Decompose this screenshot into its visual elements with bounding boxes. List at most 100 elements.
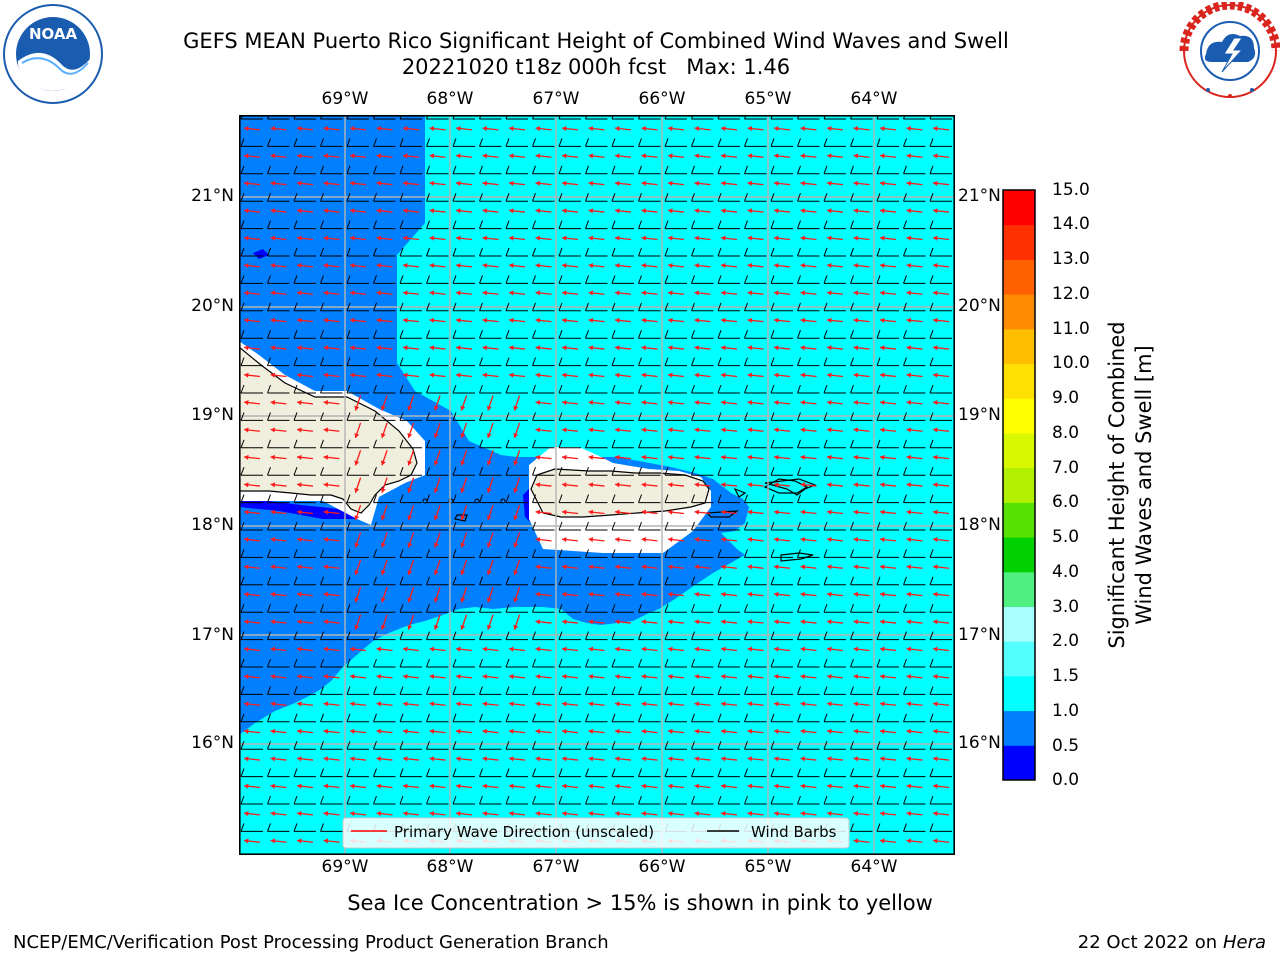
wave-arrow-head (933, 756, 938, 762)
wave-arrow-head (800, 400, 806, 406)
wave-arrow-head (403, 372, 408, 378)
wind-barb-flag (611, 193, 616, 202)
wave-arrow-head (460, 405, 466, 411)
wave-arrow-head (244, 783, 249, 789)
wave-arrow-head (482, 235, 488, 241)
wave-arrow-head (747, 728, 753, 734)
wave-arrow-head (721, 263, 726, 269)
wave-arrow-head (323, 756, 329, 762)
wind-barb-flag (664, 138, 669, 147)
wave-arrow-head (456, 756, 461, 762)
wave-arrow-head (668, 345, 673, 351)
wind-barb-flag (638, 713, 642, 722)
wind-barb-flag (770, 165, 775, 174)
wind-barb-flag (929, 220, 934, 229)
wave-arrow-head (933, 345, 938, 351)
wind-barb-flag (452, 412, 457, 421)
wind-barb-flag (611, 138, 616, 147)
wave-arrow-head (774, 591, 779, 597)
wave-arrow-head (270, 153, 276, 159)
wave-arrow-head (827, 619, 832, 625)
wind-barb-flag (452, 686, 457, 695)
wind-barb-flag (744, 247, 748, 257)
wave-arrow-head (244, 619, 249, 625)
wave-arrow-head (433, 597, 439, 603)
wave-arrow-head (694, 756, 700, 762)
wave-arrow-head (244, 564, 249, 570)
wave-arrow-head (774, 263, 779, 269)
wind-barb-flag (797, 741, 801, 750)
colorbar-tick: 7.0 (1052, 458, 1080, 478)
wind-barb-flag (293, 302, 298, 311)
wave-arrow-head (615, 454, 620, 460)
wave-arrow-head (747, 783, 753, 789)
wave-arrow-head (721, 811, 726, 817)
wave-arrow-head (880, 263, 885, 269)
wave-arrow-head (456, 811, 461, 817)
wave-arrow-head (588, 180, 594, 186)
wave-arrow-head (588, 701, 594, 707)
wind-barb-flag (240, 247, 245, 257)
wind-barb-flag (823, 467, 828, 476)
wind-barb-flag (691, 713, 695, 722)
wave-arrow-head (535, 427, 541, 433)
colorbar-tick: 4.0 (1052, 562, 1080, 582)
wave-arrow-head (668, 263, 673, 269)
colorbar-tick: 5.0 (1052, 527, 1080, 547)
wave-arrow-head (933, 290, 938, 296)
wind-barb-flag (293, 549, 298, 558)
wind-barb-flag (373, 741, 377, 750)
wind-barb-flag (664, 275, 669, 284)
wind-barb-flag (797, 713, 801, 722)
wind-barb-flag (717, 795, 722, 805)
wind-barb-flag (611, 658, 616, 668)
wind-barb-flag (770, 467, 775, 476)
wind-barb-flag (585, 713, 589, 722)
wave-arrow-head (721, 646, 726, 652)
wind-barb-flag (638, 494, 642, 503)
wave-arrow-head (933, 811, 938, 817)
wave-arrow-head (380, 624, 386, 630)
wave-arrow-head (588, 126, 594, 132)
wind-barb-flag (876, 713, 881, 722)
wind-barb-flag (293, 713, 298, 722)
wave-arrow-head (694, 400, 700, 406)
wave-arrow-head (933, 646, 938, 652)
wave-arrow-head (800, 126, 806, 132)
wind-barb-flag (240, 686, 245, 695)
wave-arrow-head (486, 405, 492, 411)
wind-barb-flag (452, 494, 457, 503)
wave-arrow-head (562, 509, 567, 515)
wind-barb-flag (770, 357, 775, 366)
wind-barb-flag (638, 549, 642, 558)
colorbar-tick: 9.0 (1052, 388, 1080, 408)
wind-barb-flag (532, 467, 536, 476)
wind-barb-flag (532, 115, 535, 120)
wind-barb-flag (744, 631, 748, 640)
wind-barb-flag (320, 795, 324, 805)
wind-barb-flag (479, 138, 483, 147)
wind-barb-flag (823, 193, 828, 202)
wind-barb-flag (373, 576, 377, 585)
wave-arrow-head (270, 756, 276, 762)
wind-barb-flag (876, 412, 881, 421)
wave-arrow-head (800, 509, 806, 515)
wind-barb-flag (611, 576, 616, 585)
wave-arrow-head (535, 290, 541, 296)
wind-barb-flag (558, 412, 563, 421)
wind-barb-flag (320, 275, 324, 284)
wind-barb-flag (664, 604, 669, 613)
wind-barb-flag (611, 220, 616, 229)
wave-arrow-head (615, 126, 620, 132)
wave-arrow-head (853, 838, 859, 844)
wind-barb-flag (850, 138, 854, 147)
wave-arrow-head (509, 372, 514, 378)
wave-arrow-head (535, 153, 541, 159)
wave-arrow-head (615, 509, 620, 515)
wave-arrow-head (323, 591, 329, 597)
wind-barb-flag (717, 658, 722, 668)
wave-arrow-head (562, 345, 567, 351)
lat-tick-right: 18°N (958, 515, 1001, 535)
wind-barb-flag (850, 823, 854, 832)
wind-barb-flag (320, 439, 324, 448)
